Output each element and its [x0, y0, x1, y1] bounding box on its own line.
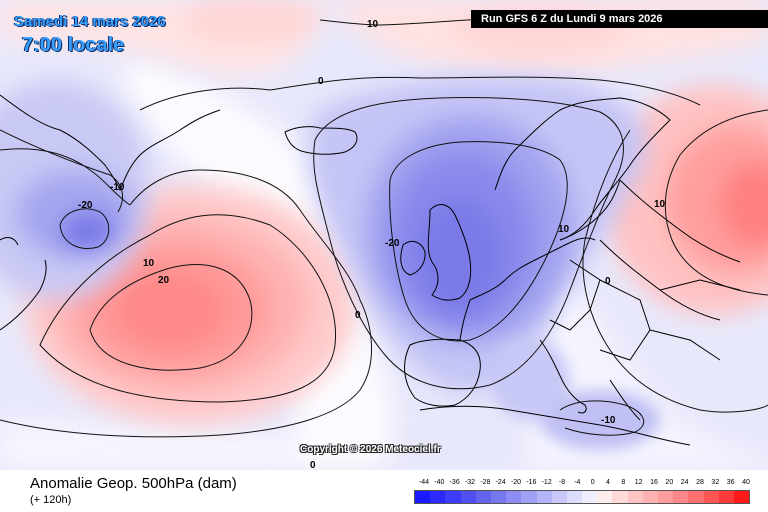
contour-line — [139, 76, 701, 111]
contour-line — [59, 208, 110, 249]
contour-line — [0, 129, 123, 213]
color-scale — [414, 490, 750, 504]
scale-swatch — [627, 491, 643, 503]
contour-line — [559, 400, 645, 436]
scale-swatch — [460, 491, 476, 503]
scale-swatch — [521, 491, 537, 503]
contour-line — [313, 97, 624, 390]
scale-swatch — [703, 491, 719, 503]
scale-swatch — [688, 491, 704, 503]
scale-swatch — [582, 491, 598, 503]
scale-label: 16 — [650, 479, 658, 486]
scale-swatch — [597, 491, 613, 503]
contour-label: 10 — [367, 19, 379, 30]
scale-swatch — [612, 491, 628, 503]
scale-swatch — [718, 491, 734, 503]
scale-label: -32 — [464, 479, 476, 486]
contour-line — [89, 264, 253, 371]
scale-label: 20 — [665, 479, 674, 486]
contour-label: 0 — [355, 310, 361, 321]
anomaly-map: 10 0 -10 -20 10 20 0 -20 10 0 10 -10 0 — [0, 0, 768, 470]
scale-label: 32 — [711, 479, 720, 486]
contour-lines — [0, 17, 768, 438]
map-title: Anomalie Geop. 500hPa (dam) — [30, 475, 237, 492]
contour-line — [39, 214, 337, 403]
scale-swatch — [658, 491, 674, 503]
contour-line — [0, 148, 131, 206]
copyright: Copyright © 2026 Meteociel.fr — [300, 444, 441, 455]
contour-line — [582, 129, 768, 413]
scale-swatch — [415, 491, 431, 503]
contour-label: 0 — [310, 460, 316, 470]
scale-label: 8 — [621, 479, 626, 486]
scale-swatch — [536, 491, 552, 503]
scale-label: -36 — [449, 479, 460, 486]
scale-swatch — [445, 491, 461, 503]
contour-line — [319, 17, 501, 26]
contour-labels: 10 0 -10 -20 10 20 0 -20 10 0 10 -10 0 — [78, 19, 666, 470]
forecast-date: Samedi 14 mars 2026 — [14, 13, 166, 30]
scale-label: 40 — [742, 479, 750, 486]
contour-label: -10 — [110, 182, 125, 193]
scale-label: 4 — [606, 479, 610, 486]
scale-label: -20 — [510, 479, 522, 486]
contour-line — [664, 109, 768, 296]
forecast-range: (+ 120h) — [30, 494, 72, 506]
contour-label: -20 — [385, 238, 400, 249]
scale-label: -40 — [434, 479, 445, 486]
scale-swatch — [430, 491, 446, 503]
contour-label: 0 — [605, 276, 611, 287]
forecast-time: 7:00 locale — [22, 34, 125, 56]
scale-swatch — [475, 491, 491, 503]
scale-label: -16 — [526, 479, 537, 486]
scale-swatch — [490, 491, 507, 503]
scale-swatch — [733, 491, 750, 503]
scale-label: -24 — [495, 479, 506, 486]
contour-label: -10 — [601, 415, 616, 426]
contour-label: -20 — [78, 200, 93, 211]
contour-line — [389, 141, 568, 342]
contour-line — [0, 169, 373, 438]
contour-label: 10 — [143, 258, 155, 269]
scale-label: 24 — [680, 479, 689, 486]
scale-label: 0 — [590, 479, 595, 486]
scale-label: 28 — [696, 479, 704, 486]
contour-label: 10 — [558, 224, 570, 235]
color-scale-labels: -44 -40 -36 -32 -28 -24 -20 -16 -12 -8 -4 0 4 8 12 16 20… — [412, 479, 750, 489]
scale-label: 36 — [726, 479, 735, 486]
scale-label: 12 — [634, 479, 643, 486]
contour-label: 10 — [654, 199, 666, 210]
run-info: Run GFS 6 Z du Lundi 9 mars 2026 — [471, 10, 768, 28]
scale-label: -28 — [480, 479, 491, 486]
scale-swatch — [506, 491, 522, 503]
scale-swatch — [673, 491, 689, 503]
scale-label: -4 — [574, 479, 581, 486]
scale-label: -44 — [418, 479, 430, 486]
scale-label: -12 — [541, 479, 552, 486]
scale-swatch — [566, 491, 583, 503]
contour-label: 20 — [158, 275, 170, 286]
coastlines — [0, 94, 741, 446]
scale-label: -8 — [558, 479, 566, 486]
contour-label: 0 — [318, 76, 324, 87]
scale-swatch — [551, 491, 567, 503]
scale-swatch — [642, 491, 658, 503]
anomaly-shading — [0, 0, 768, 470]
